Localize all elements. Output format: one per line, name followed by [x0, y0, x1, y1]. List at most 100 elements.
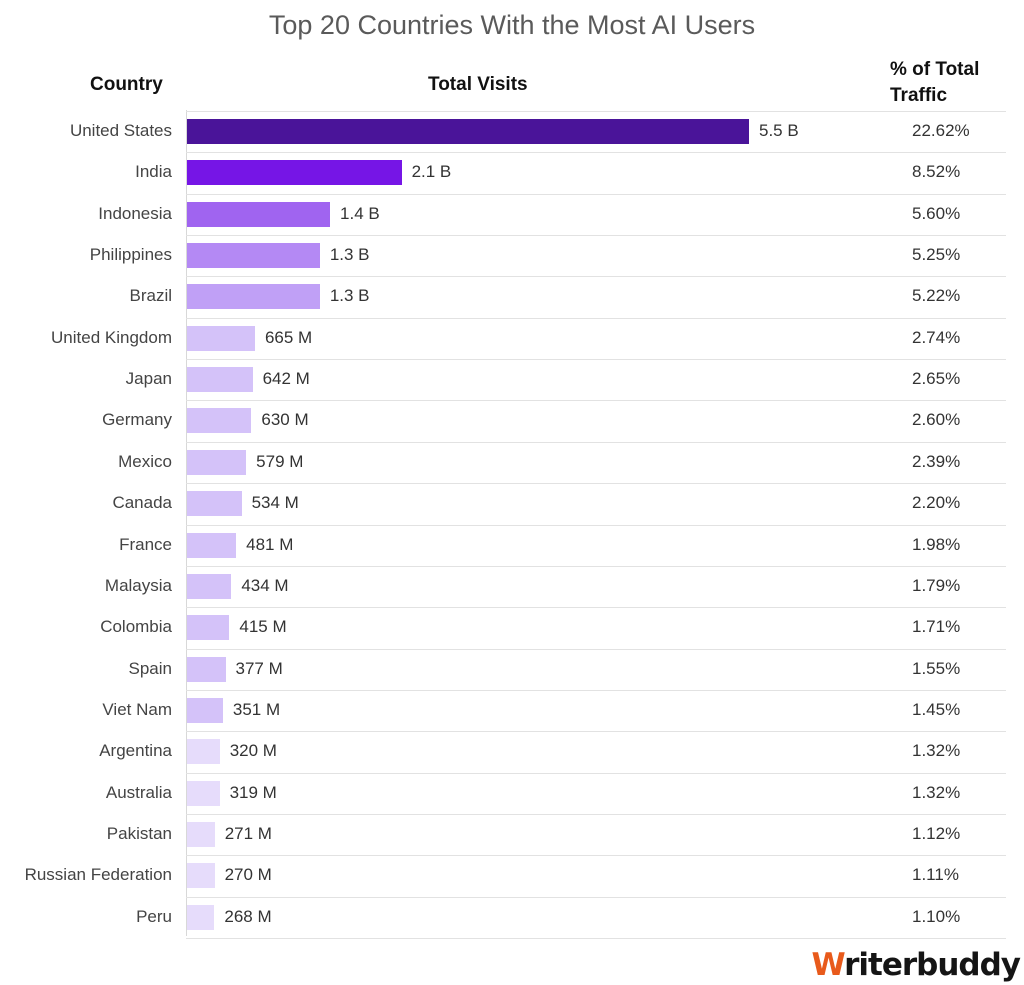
bar	[187, 408, 252, 434]
bar-value-label: 268 M	[224, 906, 272, 926]
writerbuddy-logo: Writerbuddy	[811, 947, 1021, 983]
table-row: France 481 M 1.98%	[0, 525, 1024, 566]
bar-value-label: 5.5 B	[759, 121, 799, 140]
table-row: Colombia 415 M 1.71%	[0, 607, 1024, 648]
row-divider	[186, 318, 1006, 319]
pct-value: 2.39%	[912, 451, 961, 471]
bar	[187, 656, 226, 682]
bar-value-label: 1.3 B	[329, 286, 370, 306]
row-divider	[186, 276, 1006, 277]
bar-value-label: 579 M	[256, 451, 304, 471]
country-label: Malaysia	[104, 575, 172, 595]
pct-column-header: % of Total Traffic	[890, 57, 979, 109]
country-label: Viet Nam	[102, 699, 172, 719]
pct-header-line1: % of Total	[890, 59, 980, 80]
bar	[187, 449, 247, 475]
bar	[187, 532, 237, 558]
table-row: Peru 268 M 1.10%	[0, 897, 1024, 938]
bar	[187, 367, 253, 393]
chart-title: Top 20 Countries With the Most AI Users	[268, 10, 756, 40]
country-label: United Kingdom	[51, 327, 172, 347]
pct-value: 1.12%	[912, 823, 961, 843]
table-row: Viet Nam 351 M 1.45%	[0, 690, 1024, 731]
bar	[187, 821, 215, 847]
pct-value: 2.65%	[912, 369, 961, 389]
pct-value: 1.32%	[912, 782, 961, 802]
visits-column-header: Total Visits	[428, 74, 528, 95]
table-row: Malaysia 434 M 1.79%	[0, 566, 1024, 607]
pct-value: 1.71%	[912, 617, 961, 637]
pct-value: 5.22%	[912, 286, 961, 306]
bar-axis-line	[186, 110, 187, 936]
country-label: Philippines	[89, 245, 172, 265]
country-column-header: Country	[90, 74, 163, 95]
row-divider	[186, 483, 1006, 484]
bar-value-label: 319 M	[229, 782, 277, 802]
table-row: Philippines 1.3 B 5.25%	[0, 235, 1024, 276]
row-divider	[186, 855, 1006, 856]
bar	[187, 573, 232, 599]
country-label: France	[119, 534, 172, 554]
country-label: Canada	[112, 493, 172, 513]
bar	[187, 491, 242, 517]
bar-value-label: 630 M	[261, 410, 309, 430]
table-row: United Kingdom 665 M 2.74%	[0, 318, 1024, 359]
bar-value-label: 2.1 B	[411, 162, 452, 182]
country-label: Australia	[105, 782, 172, 802]
row-divider	[186, 690, 1006, 691]
table-row: Mexico 579 M 2.39%	[0, 442, 1024, 483]
pct-value: 2.74%	[912, 327, 961, 347]
row-divider	[186, 607, 1006, 608]
row-divider	[186, 525, 1006, 526]
row-divider	[186, 194, 1006, 195]
bar-value-label: 377 M	[235, 658, 283, 678]
bar-value-label: 1.3 B	[329, 245, 370, 265]
bar-value-label: 1.4 B	[340, 203, 380, 223]
bar	[187, 780, 220, 806]
row-divider	[186, 152, 1006, 153]
table-row: Pakistan 271 M 1.12%	[0, 814, 1024, 855]
table-row: Brazil 1.3 B 5.22%	[0, 276, 1024, 317]
row-divider	[186, 359, 1006, 360]
bar-value-label: 320 M	[229, 741, 277, 761]
row-divider	[186, 566, 1006, 567]
bar	[187, 325, 255, 351]
pct-value: 1.10%	[912, 906, 961, 926]
row-divider	[186, 442, 1006, 443]
bar-value-label: 481 M	[246, 534, 294, 554]
row-divider	[186, 897, 1006, 898]
row-divider	[186, 235, 1006, 236]
pct-value: 1.79%	[912, 575, 961, 595]
pct-value: 1.32%	[912, 741, 961, 761]
bar-value-label: 434 M	[241, 575, 289, 595]
pct-value: 1.11%	[912, 865, 959, 885]
bar-value-label: 665 M	[264, 327, 313, 347]
country-label: United States	[69, 121, 172, 140]
country-label: Spain	[128, 658, 172, 678]
bar	[187, 904, 215, 930]
pct-value: 1.98%	[912, 534, 961, 554]
logo-text: riterbuddy	[844, 947, 1021, 983]
bar	[187, 160, 402, 186]
table-row: Germany 630 M 2.60%	[0, 400, 1024, 441]
country-label: Argentina	[99, 741, 172, 761]
bar	[187, 615, 230, 641]
pct-value: 8.52%	[912, 162, 961, 182]
bar	[187, 243, 320, 269]
country-label: Colombia	[100, 617, 172, 637]
country-label: Pakistan	[106, 823, 172, 843]
table-row: Japan 642 M 2.65%	[0, 359, 1024, 400]
row-divider	[186, 938, 1006, 939]
bar-value-label: 270 M	[224, 865, 272, 885]
row-divider	[186, 400, 1006, 401]
pct-value: 22.62%	[912, 121, 970, 140]
pct-header-line2: Traffic	[890, 85, 948, 106]
bar-value-label: 534 M	[251, 493, 299, 513]
row-divider	[186, 649, 1006, 650]
bar	[187, 201, 331, 227]
bar-value-label: 642 M	[262, 369, 310, 389]
country-label: Brazil	[129, 286, 172, 306]
bar	[187, 284, 320, 310]
bar	[187, 739, 220, 765]
logo-initial: W	[811, 947, 845, 983]
